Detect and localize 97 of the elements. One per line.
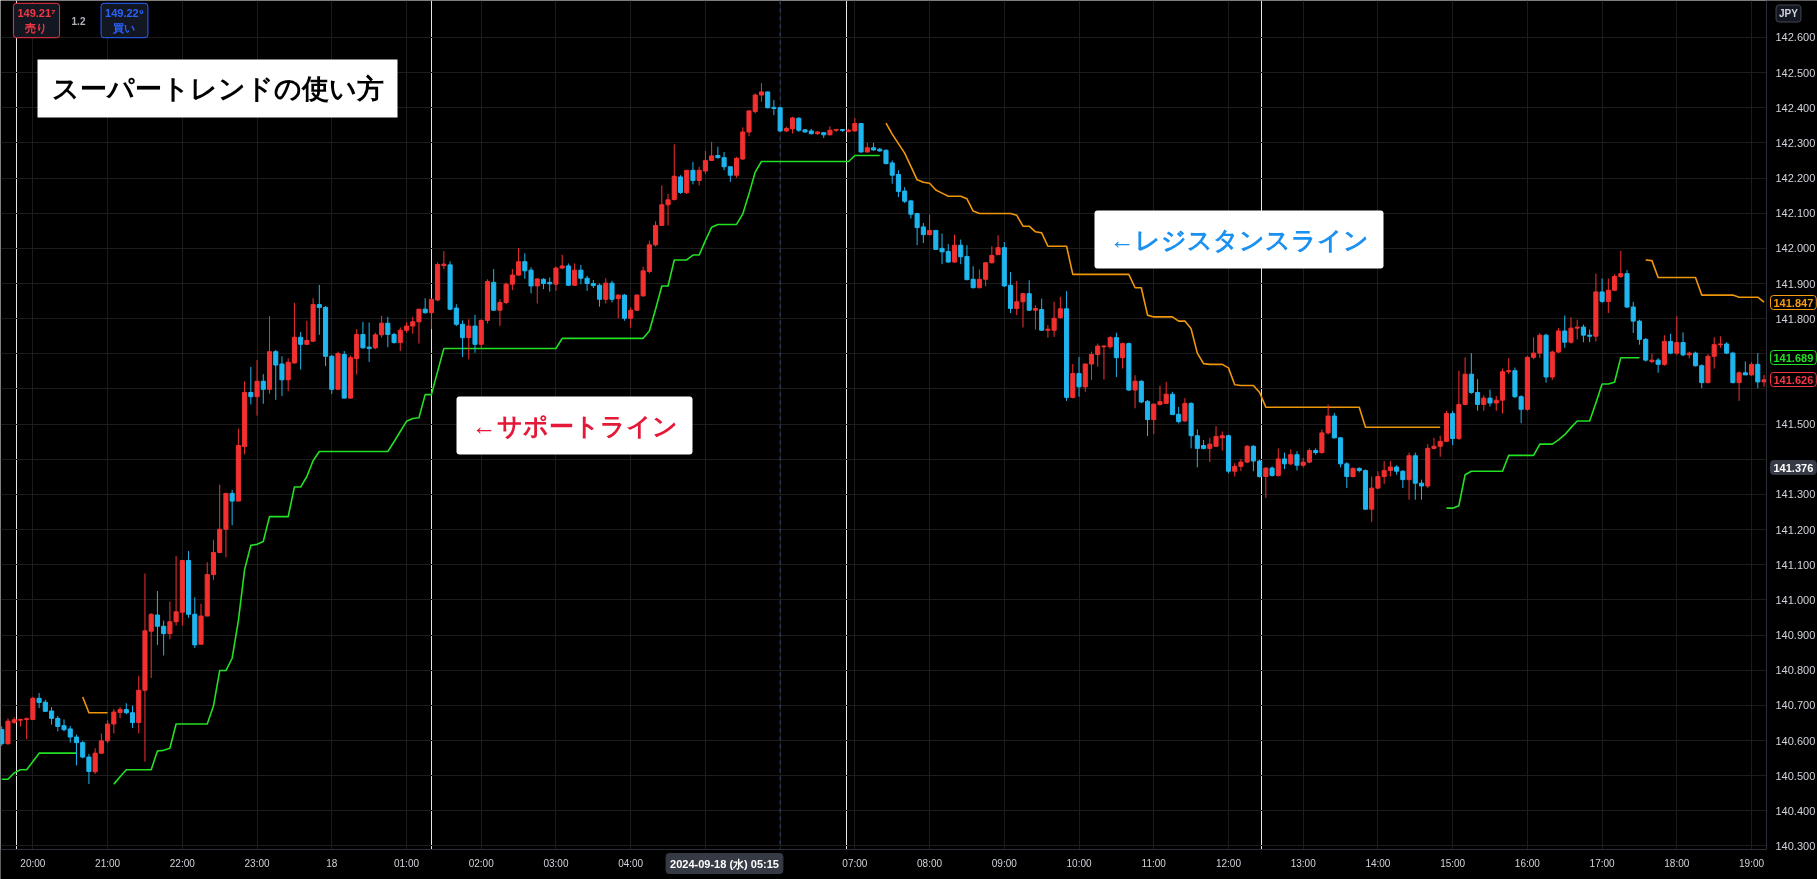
candlestick (603, 277, 609, 305)
y-tick-label: 141.500 (1775, 418, 1816, 431)
y-tick-label: 142.300 (1775, 136, 1816, 149)
text: JPY (1779, 8, 1799, 19)
y-tick-label: 140.400 (1775, 804, 1816, 817)
candlestick (254, 359, 260, 417)
candlestick (248, 366, 254, 405)
x-tick-label: 14:00 (1365, 857, 1391, 869)
x-tick-label: 18 (326, 857, 338, 869)
x-tick-label: 21:00 (95, 857, 121, 869)
y-tick-label: 141.300 (1775, 488, 1816, 501)
text: スーパートレンドの使い方 (51, 73, 384, 104)
y-tick-label: 140.500 (1775, 769, 1816, 782)
y-tick-label: 140.700 (1775, 699, 1816, 712)
candlestick (684, 169, 690, 195)
candlestick (1655, 357, 1661, 374)
candlestick (1039, 298, 1045, 332)
candlestick (1761, 374, 1767, 388)
x-tick-label: 19:00 (1739, 857, 1765, 869)
candlestick (609, 280, 615, 303)
candlestick (1294, 450, 1300, 472)
y-tick-label: 141.200 (1775, 523, 1816, 536)
y-tick-label: 142.000 (1775, 242, 1816, 255)
candlestick (466, 318, 472, 360)
candlestick (690, 161, 696, 185)
x-tick-label: 15:00 (1440, 857, 1466, 869)
annotation: ←サポートライン (471, 411, 678, 440)
y-tick-label: 141.900 (1775, 277, 1816, 290)
candlestick (1649, 353, 1655, 364)
x-tick-label: 23:00 (244, 857, 271, 869)
candlestick (1076, 356, 1082, 398)
annotation: ←レジスタンスライン (1109, 225, 1369, 254)
candlestick (1026, 279, 1032, 312)
candlestick (1263, 466, 1269, 499)
x-tick-label: 04:00 (618, 857, 644, 869)
x-tick-label: 13:00 (1290, 857, 1317, 869)
y-tick-label: 142.100 (1775, 207, 1816, 220)
y-tick-label: 142.200 (1775, 172, 1816, 185)
candlestick (572, 262, 578, 287)
y-tick-label: 140.900 (1775, 629, 1816, 642)
x-tick-label: 07:00 (842, 857, 868, 869)
annotation: 149.21⁷ 売り (17, 7, 57, 35)
candlestick (1674, 315, 1680, 356)
x-tick-label: 18:00 (1664, 857, 1690, 869)
text: 141.847 (1773, 296, 1814, 309)
y-tick-label: 140.300 (1775, 839, 1816, 852)
x-tick-label: 10:00 (1066, 857, 1092, 869)
candlestick (534, 277, 540, 305)
text: 141.376 (1773, 461, 1814, 474)
candlestick (1057, 296, 1063, 320)
candlestick (229, 489, 235, 526)
candlestick (951, 234, 958, 264)
candlestick (621, 293, 628, 322)
candlestick (1487, 389, 1493, 408)
x-tick-label: 22:00 (169, 857, 196, 869)
candlestick (1132, 374, 1138, 409)
candlestick (1562, 314, 1568, 349)
y-tick-label: 141.800 (1775, 312, 1816, 325)
candlestick (1406, 452, 1412, 501)
text: 141.626 (1773, 373, 1814, 386)
y-tick-label: 141.100 (1775, 558, 1816, 571)
x-tick-label: 03:00 (543, 857, 569, 869)
candlestick (1736, 370, 1742, 402)
y-tick-label: 140.800 (1775, 664, 1816, 677)
y-tick-label: 142.500 (1775, 66, 1816, 79)
candlestick (677, 174, 684, 195)
y-tick-label: 142.400 (1775, 101, 1816, 114)
text: 2024-09-18 (水) 05:15 (670, 857, 779, 870)
text: 141.689 (1773, 351, 1814, 364)
candlestick (260, 373, 266, 405)
candlestick (1275, 447, 1281, 477)
candlestick (565, 262, 571, 287)
x-tick-label: 08:00 (917, 857, 943, 869)
candlestick (1120, 342, 1126, 370)
x-tick-label: 12:00 (1215, 857, 1242, 869)
y-tick-label: 140.600 (1775, 734, 1816, 747)
x-tick-label: 11:00 (1141, 857, 1167, 869)
x-tick-label: 01:00 (393, 857, 420, 869)
x-tick-label: 16:00 (1514, 857, 1541, 869)
candlestick (298, 331, 304, 371)
candlestick (1113, 332, 1119, 378)
x-tick-label: 20:00 (20, 857, 46, 869)
candlestick (472, 314, 478, 354)
annotation: 1.2 (71, 15, 86, 27)
x-tick-label: 17:00 (1589, 857, 1616, 869)
x-tick-label: 09:00 (991, 857, 1018, 869)
candlestick (671, 143, 677, 202)
candlestick (1661, 334, 1667, 367)
y-tick-label: 142.600 (1775, 31, 1816, 44)
annotation: 149.22⁹ 買い (105, 7, 144, 34)
candlestick (1032, 304, 1038, 331)
candlestick (1755, 352, 1761, 389)
candlestick (615, 293, 621, 319)
candlestick (1070, 363, 1076, 399)
y-tick-label: 141.000 (1775, 593, 1816, 606)
x-tick-label: 02:00 (468, 857, 495, 869)
candlestick (1599, 278, 1605, 304)
